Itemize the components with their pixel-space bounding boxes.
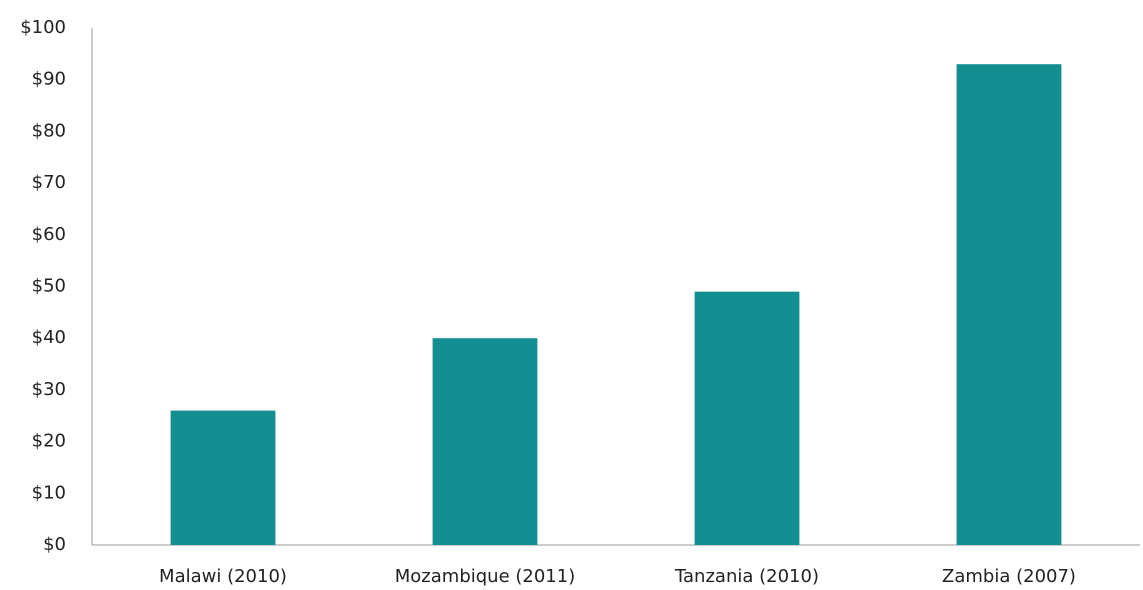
y-tick-label: $100 xyxy=(20,17,66,38)
y-tick-label: $50 xyxy=(32,276,66,297)
bar xyxy=(432,338,538,545)
y-tick-label: $20 xyxy=(32,431,66,452)
bar xyxy=(956,64,1062,545)
y-tick-label: $90 xyxy=(32,69,66,90)
x-tick-label: Zambia (2007) xyxy=(942,566,1076,587)
x-tick-label: Mozambique (2011) xyxy=(395,566,575,587)
y-tick-label: $40 xyxy=(32,327,66,348)
y-tick-label: $60 xyxy=(32,224,66,245)
x-tick-label: Malawi (2010) xyxy=(159,566,287,587)
bar xyxy=(694,291,800,545)
x-tick-label: Tanzania (2010) xyxy=(674,566,819,587)
bar xyxy=(170,410,276,545)
y-tick-label: $0 xyxy=(43,534,66,555)
y-tick-label: $70 xyxy=(32,172,66,193)
y-tick-label: $80 xyxy=(32,120,66,141)
y-tick-label: $10 xyxy=(32,482,66,503)
y-tick-label: $30 xyxy=(32,379,66,400)
